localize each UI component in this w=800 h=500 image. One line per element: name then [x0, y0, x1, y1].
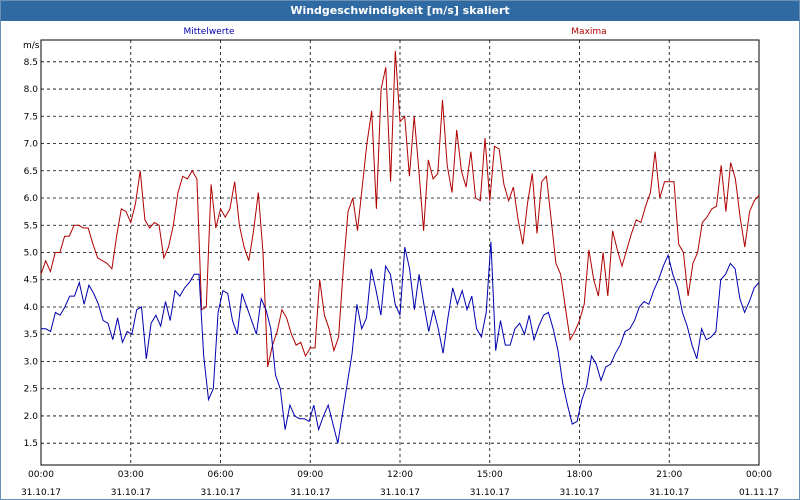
y-tick-label: 3.5 [24, 330, 38, 340]
legend-entry-mittelwerte: Mittelwerte [183, 27, 234, 37]
y-axis-ticks: 1.5 2.0 2.5 3.0 3.5 4.0 4.5 5.0 5.5 6.0 6.5 7.0 7.5 8… [24, 58, 39, 449]
y-tick-label: 7.0 [24, 140, 39, 150]
x-tick-date: 31.10.17 [559, 488, 599, 498]
series-lines [40, 50, 760, 444]
y-axis-unit-label: m/s [23, 41, 40, 51]
x-tick-date: 31.10.17 [649, 488, 689, 498]
y-tick-label: 7.5 [24, 112, 38, 122]
x-tick-time: 21:00 [656, 470, 682, 480]
x-tick-time: 03:00 [118, 470, 144, 480]
y-tick-label: 5.0 [24, 249, 39, 259]
y-tick-label: 5.5 [24, 221, 38, 231]
x-tick-time: 09:00 [297, 470, 323, 480]
x-axis-ticks: 00:00 31.10.17 03:00 31.10.17 06:00 31.10.17 0… [21, 470, 779, 498]
x-tick-time: 06:00 [208, 470, 234, 480]
y-tick-label: 2.5 [24, 385, 38, 395]
x-tick-date: 01.11.17 [739, 488, 779, 498]
x-tick-time: 18:00 [567, 470, 593, 480]
series-line-maxima [40, 50, 760, 368]
y-tick-label: 2.0 [24, 412, 39, 422]
x-tick-date: 31.10.17 [200, 488, 240, 498]
x-tick-date: 31.10.17 [380, 488, 420, 498]
x-tick-time: 15:00 [477, 470, 503, 480]
y-tick-label: 6.0 [24, 194, 39, 204]
y-tick-label: 8.0 [24, 85, 39, 95]
legend-entry-maxima: Maxima [571, 27, 606, 37]
line-chart: 1.5 2.0 2.5 3.0 3.5 4.0 4.5 5.0 5.5 6.0 6.5 7.0 7.5 8… [1, 21, 799, 499]
y-tick-label: 1.5 [24, 439, 38, 449]
window-title: Windgeschwindigkeit [m/s] skaliert [1, 1, 799, 21]
x-tick-time: 00:00 [746, 470, 772, 480]
grid-lines [41, 40, 759, 465]
series-line-mittelwerte [41, 241, 760, 444]
x-tick-date: 31.10.17 [111, 488, 151, 498]
y-tick-label: 4.0 [24, 303, 39, 313]
y-tick-label: 4.5 [24, 276, 38, 286]
x-tick-date: 31.10.17 [21, 488, 61, 498]
x-tick-time: 00:00 [28, 470, 54, 480]
x-tick-date: 31.10.17 [470, 488, 510, 498]
y-tick-label: 3.0 [24, 357, 39, 367]
y-tick-label: 6.5 [24, 167, 38, 177]
x-tick-time: 12:00 [387, 470, 413, 480]
y-tick-label: 8.5 [24, 58, 38, 68]
legend: Mittelwerte Maxima [183, 27, 606, 37]
chart-background [1, 21, 799, 499]
plot-border [40, 39, 760, 466]
plot-frame [40, 39, 760, 466]
x-tick-date: 31.10.17 [290, 488, 330, 498]
